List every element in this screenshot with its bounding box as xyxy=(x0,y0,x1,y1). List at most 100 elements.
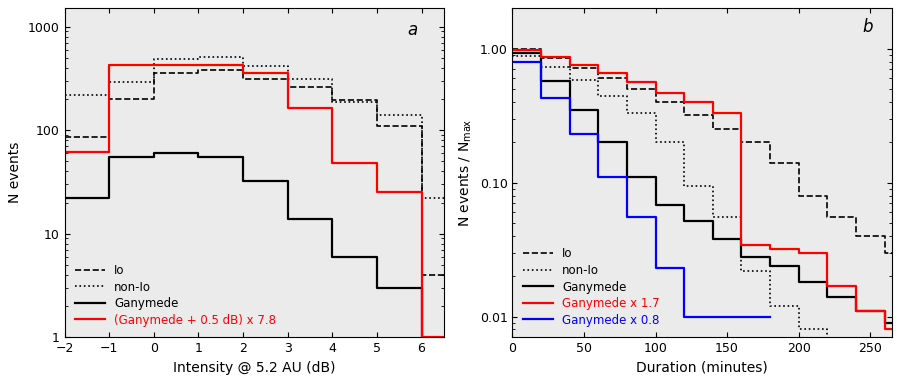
Io xyxy=(679,113,689,117)
Io xyxy=(765,161,776,165)
non-Io xyxy=(822,327,832,332)
Ganymede x 1.7 xyxy=(850,309,861,313)
Io xyxy=(564,65,575,70)
Ganymede xyxy=(59,196,70,201)
Ganymede x 1.7 xyxy=(650,80,661,85)
Ganymede xyxy=(283,179,293,184)
Ganymede x 0.8 xyxy=(650,215,661,219)
non-Io xyxy=(850,355,861,359)
Io xyxy=(593,76,604,81)
Io xyxy=(707,113,718,117)
Y-axis label: N events / N$_\mathregular{max}$: N events / N$_\mathregular{max}$ xyxy=(458,119,474,227)
Ganymede xyxy=(822,295,832,299)
non-Io xyxy=(238,54,248,59)
non-Io xyxy=(593,78,604,83)
non-Io xyxy=(622,111,633,115)
Ganymede x 1.7 xyxy=(850,283,861,288)
non-Io xyxy=(416,113,427,117)
Ganymede xyxy=(765,263,776,268)
non-Io xyxy=(536,65,546,69)
Line: non-Io: non-Io xyxy=(512,56,885,383)
Ganymede xyxy=(536,51,546,55)
Text: b: b xyxy=(862,18,873,36)
(Ganymede + 0.5 dB) x 7.8 xyxy=(238,62,248,67)
Ganymede x 0.8 xyxy=(679,314,689,319)
Ganymede xyxy=(650,175,661,179)
non-Io xyxy=(679,183,689,188)
(Ganymede + 0.5 dB) x 7.8 xyxy=(416,335,427,340)
Io xyxy=(461,273,472,277)
non-Io xyxy=(650,111,661,115)
Ganymede xyxy=(416,286,427,290)
Ganymede x 0.8 xyxy=(707,314,718,319)
non-Io xyxy=(822,355,832,359)
Io xyxy=(679,100,689,104)
Io xyxy=(104,135,114,140)
Line: Ganymede: Ganymede xyxy=(65,153,466,383)
Io xyxy=(416,273,427,277)
non-Io xyxy=(765,268,776,273)
Ganymede x 0.8 xyxy=(622,215,633,219)
Ganymede x 0.8 xyxy=(736,314,747,319)
Io xyxy=(564,56,575,61)
Ganymede xyxy=(707,218,718,223)
non-Io xyxy=(707,215,718,219)
Ganymede xyxy=(593,140,604,144)
Io xyxy=(507,46,517,51)
Ganymede xyxy=(238,179,248,184)
Ganymede x 1.7 xyxy=(650,90,661,95)
non-Io xyxy=(765,304,776,308)
Ganymede x 0.8 xyxy=(736,314,747,319)
non-Io xyxy=(104,80,114,85)
Ganymede xyxy=(194,151,204,155)
Ganymede x 0.8 xyxy=(536,59,546,64)
Y-axis label: N events: N events xyxy=(8,142,22,203)
Line: Ganymede: Ganymede xyxy=(512,53,900,322)
Ganymede x 1.7 xyxy=(536,48,546,53)
Io xyxy=(416,124,427,128)
Ganymede x 0.8 xyxy=(564,95,575,100)
Ganymede x 1.7 xyxy=(822,250,832,255)
(Ganymede + 0.5 dB) x 7.8 xyxy=(194,62,204,67)
(Ganymede + 0.5 dB) x 7.8 xyxy=(372,161,382,165)
non-Io xyxy=(148,80,159,85)
non-Io xyxy=(416,196,427,201)
Ganymede xyxy=(593,107,604,112)
Io xyxy=(536,46,546,51)
non-Io xyxy=(283,63,293,68)
Ganymede x 1.7 xyxy=(765,243,776,248)
non-Io xyxy=(650,140,661,144)
Ganymede xyxy=(327,254,338,259)
Io xyxy=(372,98,382,102)
Ganymede xyxy=(104,155,114,159)
Io xyxy=(736,140,747,144)
(Ganymede + 0.5 dB) x 7.8 xyxy=(283,70,293,75)
Text: a: a xyxy=(407,21,418,39)
(Ganymede + 0.5 dB) x 7.8 xyxy=(238,70,248,75)
Ganymede x 0.8 xyxy=(536,95,546,100)
Legend: Io, non-Io, Ganymede, (Ganymede + 0.5 dB) x 7.8: Io, non-Io, Ganymede, (Ganymede + 0.5 dB… xyxy=(70,259,281,331)
non-Io xyxy=(507,54,517,58)
Ganymede xyxy=(679,218,689,223)
non-Io xyxy=(622,94,633,99)
Ganymede x 1.7 xyxy=(507,48,517,53)
non-Io xyxy=(372,100,382,105)
Legend: Io, non-Io, Ganymede, Ganymede x 1.7, Ganymede x 0.8: Io, non-Io, Ganymede, Ganymede x 1.7, Ga… xyxy=(518,243,664,331)
Ganymede xyxy=(507,51,517,55)
Ganymede x 1.7 xyxy=(536,54,546,59)
Ganymede xyxy=(194,155,204,159)
(Ganymede + 0.5 dB) x 7.8 xyxy=(148,62,159,67)
non-Io xyxy=(148,56,159,61)
Ganymede x 0.8 xyxy=(707,314,718,319)
Io xyxy=(283,85,293,90)
(Ganymede + 0.5 dB) x 7.8 xyxy=(327,105,338,110)
Line: Io: Io xyxy=(512,49,900,253)
Ganymede x 1.7 xyxy=(879,327,890,332)
Ganymede x 0.8 xyxy=(593,132,604,136)
Ganymede xyxy=(536,79,546,83)
Ganymede x 1.7 xyxy=(564,54,575,59)
Ganymede xyxy=(765,254,776,259)
Io xyxy=(327,98,338,102)
X-axis label: Duration (minutes): Duration (minutes) xyxy=(636,361,768,375)
Ganymede x 1.7 xyxy=(564,62,575,67)
